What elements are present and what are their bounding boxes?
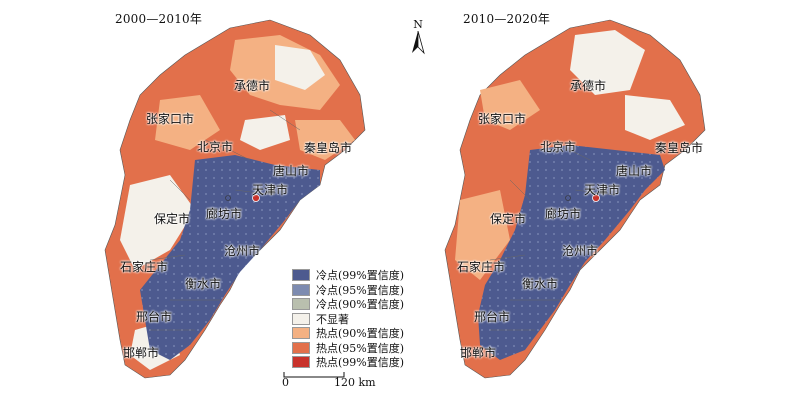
city-label-chengde: 承德市 [570,79,607,93]
legend-label: 热点(90%置信度) [316,327,405,341]
city-label-handan: 邯郸市 [460,346,497,360]
legend-swatch [292,269,310,282]
coldspot-area [140,155,320,360]
city-label-shijiazhuang: 石家庄市 [457,260,506,274]
city-label-tangshan: 唐山市 [616,164,653,178]
city-label-tianjin: 天津市 [252,183,289,197]
north-arrow-icon [412,30,425,55]
city-label-beijing: 北京市 [197,140,234,154]
city-label-qinhuangdao: 秦皇岛市 [655,141,704,155]
city-label-cangzhou: 沧州市 [562,244,599,258]
scale-bar: 0 120 km [282,372,412,402]
scale-distance: 120 km [334,376,376,389]
region-map [444,19,706,379]
legend-label: 热点(95%置信度) [316,341,405,355]
scale-bar-line [283,372,345,378]
map-panel-2010-2020: 2010—2020年 承德市 张家口市 北京市 秦皇岛市 唐山市 天津市 廊坊市… [400,0,760,409]
legend-swatch [292,312,310,325]
city-label-shijiazhuang: 石家庄市 [120,260,169,274]
region-map [104,19,366,379]
panel-title: 2010—2020年 [463,12,551,26]
city-label-langfang: 廊坊市 [206,207,243,221]
legend-item: 不显著 [292,312,442,327]
legend-label: 冷点(99%置信度) [316,269,405,283]
north-arrow: N [408,18,428,58]
city-label-xingtai: 邢台市 [474,310,511,324]
city-label-baoding: 保定市 [154,212,191,226]
panel-title: 2000—2010年 [115,12,203,26]
coldspot-area [478,145,665,360]
city-label-cangzhou: 沧州市 [224,244,261,258]
legend-swatch [292,341,310,354]
legend-item: 冷点(95%置信度) [292,283,442,298]
legend-label: 热点(99%置信度) [316,356,405,370]
scale-zero: 0 [282,376,289,389]
legend-swatch [292,298,310,311]
legend-item: 热点(95%置信度) [292,341,442,356]
city-label-zhangjiakou: 张家口市 [146,112,195,126]
legend-item: 热点(90%置信度) [292,326,442,341]
legend-item: 冷点(99%置信度) [292,268,442,283]
legend-label: 不显著 [316,312,349,326]
legend-swatch [292,283,310,296]
city-label-tianjin: 天津市 [584,183,621,197]
city-label-xingtai: 邢台市 [136,310,173,324]
legend: 冷点(99%置信度) 冷点(95%置信度) 冷点(90%置信度) 不显著 热点(… [292,268,442,370]
north-label: N [413,18,423,31]
legend-label: 冷点(90%置信度) [316,298,405,312]
city-label-hengshui: 衡水市 [522,277,559,291]
legend-label: 冷点(95%置信度) [316,283,405,297]
legend-item: 热点(99%置信度) [292,355,442,370]
city-label-tangshan: 唐山市 [273,164,310,178]
city-label-zhangjiakou: 张家口市 [478,112,527,126]
city-label-qinhuangdao: 秦皇岛市 [304,141,353,155]
city-label-hengshui: 衡水市 [185,277,222,291]
legend-item: 冷点(90%置信度) [292,297,442,312]
city-label-chengde: 承德市 [234,79,271,93]
city-label-langfang: 廊坊市 [545,207,582,221]
map-panel-2000-2010: 2000—2010年 承德市 张家口市 北京市 秦皇岛市 唐山市 天津市 廊坊市… [20,0,380,409]
city-label-handan: 邯郸市 [123,346,160,360]
legend-swatch [292,356,310,369]
city-label-beijing: 北京市 [540,140,577,154]
city-label-baoding: 保定市 [490,212,527,226]
legend-swatch [292,327,310,340]
